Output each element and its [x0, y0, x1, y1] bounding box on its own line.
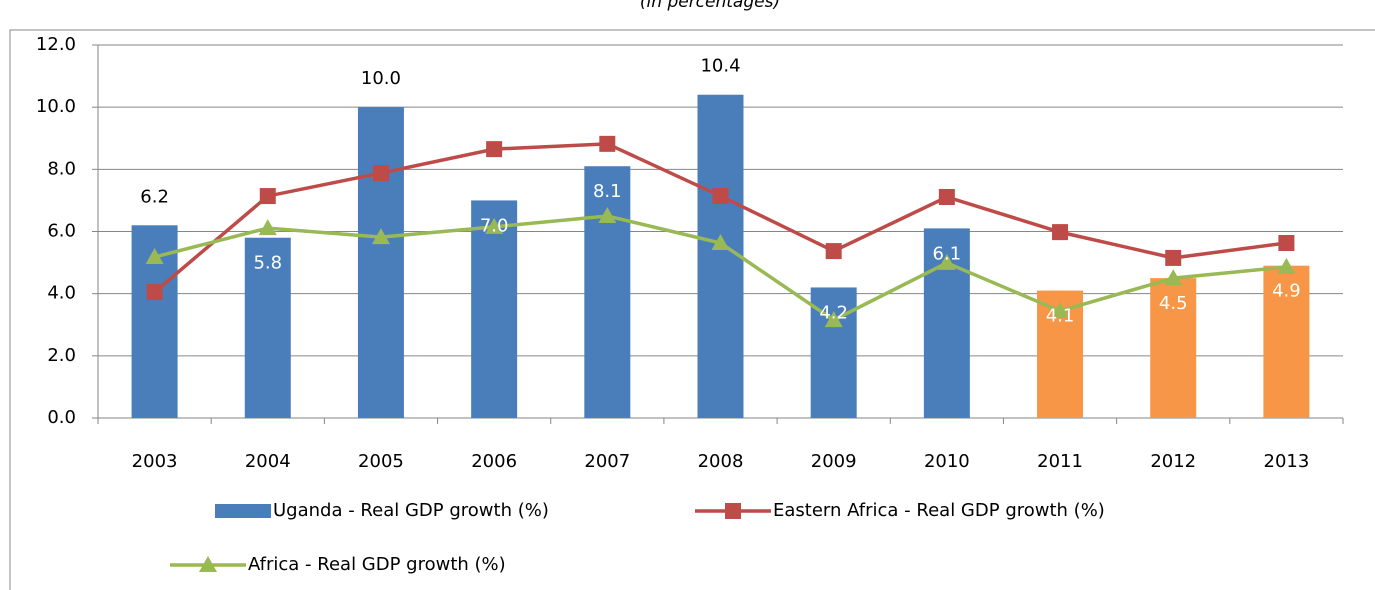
data-label: 8.1	[593, 181, 622, 202]
chart-frame	[9, 29, 1375, 590]
marker	[371, 228, 390, 245]
marker	[259, 188, 276, 205]
data-label: 10.0	[361, 68, 401, 89]
bar	[584, 166, 631, 418]
marker	[486, 141, 503, 158]
bar	[1150, 278, 1197, 418]
y-tick-label: 10.0	[36, 96, 76, 117]
bar	[697, 94, 744, 418]
legend-label: Eastern Africa - Real GDP growth (%)	[773, 500, 1105, 521]
marker	[1052, 224, 1069, 241]
marker	[1278, 235, 1295, 252]
x-tick-label: 2006	[471, 451, 517, 472]
marker	[1051, 302, 1070, 319]
marker	[145, 247, 164, 264]
x-tick-label: 2005	[358, 451, 404, 472]
y-tick-label: 0.0	[47, 407, 76, 428]
marker	[146, 284, 163, 301]
data-label: 4.9	[1272, 281, 1301, 302]
marker	[599, 135, 616, 152]
data-label: 10.4	[700, 56, 740, 77]
marker	[712, 188, 729, 205]
marker	[938, 188, 955, 205]
data-label: 6.2	[140, 186, 169, 207]
data-label: 6.1	[933, 243, 962, 264]
y-tick-label: 12.0	[36, 34, 76, 55]
y-tick-label: 4.0	[47, 283, 76, 304]
data-label: 5.8	[253, 253, 282, 274]
marker	[1164, 269, 1183, 286]
chart-subtitle: (in percentages)	[640, 0, 780, 12]
marker	[372, 165, 389, 182]
bar	[1263, 265, 1310, 418]
data-label: 4.2	[819, 302, 848, 323]
marker	[937, 253, 956, 270]
marker	[711, 234, 730, 251]
data-label: 4.5	[1159, 293, 1188, 314]
y-tick-label: 2.0	[47, 345, 76, 366]
x-tick-label: 2004	[245, 451, 291, 472]
marker	[1165, 249, 1182, 266]
x-tick-label: 2011	[1037, 451, 1083, 472]
legend-marker	[725, 503, 741, 519]
bar	[471, 200, 518, 418]
x-tick-label: 2007	[584, 451, 630, 472]
x-tick-label: 2012	[1150, 451, 1196, 472]
marker	[1277, 257, 1296, 274]
bar	[244, 237, 291, 418]
marker	[258, 219, 277, 236]
x-tick-label: 2008	[698, 451, 744, 472]
data-label: 4.1	[1046, 306, 1075, 327]
x-tick-label: 2010	[924, 451, 970, 472]
legend-marker	[199, 556, 217, 572]
x-tick-label: 2003	[132, 451, 178, 472]
marker	[598, 206, 617, 223]
legend-label: Africa - Real GDP growth (%)	[248, 554, 506, 575]
y-tick-label: 8.0	[47, 158, 76, 179]
bar	[357, 107, 404, 419]
legend-swatch	[215, 504, 271, 518]
x-tick-label: 2013	[1264, 451, 1310, 472]
x-tick-label: 2009	[811, 451, 857, 472]
marker	[824, 311, 843, 328]
data-label: 7.0	[480, 215, 509, 236]
y-tick-label: 6.0	[47, 221, 76, 242]
marker	[485, 217, 504, 234]
legend-label: Uganda - Real GDP growth (%)	[273, 500, 549, 521]
marker	[825, 243, 842, 260]
